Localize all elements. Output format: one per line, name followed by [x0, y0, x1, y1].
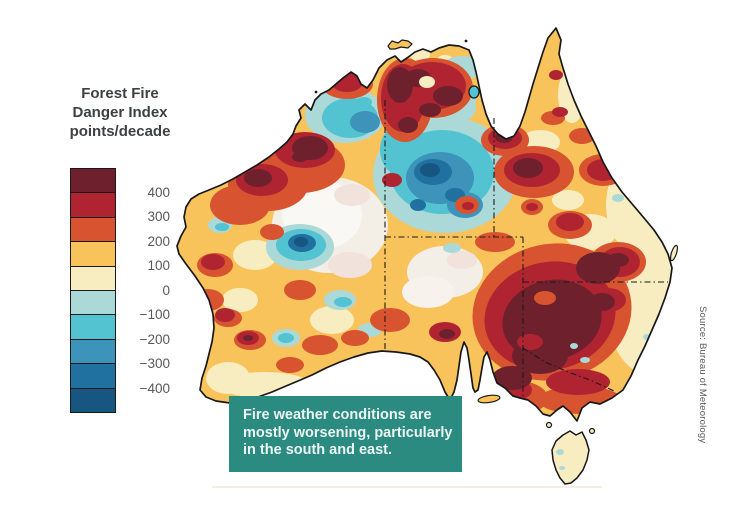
annotation-box: Fire weather conditions are mostly worse…: [229, 396, 462, 472]
legend-color-cell: [71, 290, 115, 315]
legend-color-cell: [71, 338, 115, 364]
legend-title-line-2: Danger Index: [72, 104, 168, 121]
kangaroo-island: [477, 394, 501, 404]
coastal-islet: [464, 39, 468, 43]
legend-colorbar: [70, 168, 116, 413]
coastal-islet: [314, 90, 318, 94]
state-borders: [384, 100, 668, 398]
source-credit: Source: Bureau of Meteorology: [697, 306, 708, 444]
groote-eylandt: [468, 85, 480, 99]
baseline-rule: [212, 486, 602, 488]
tasmania-cyan-patch: [556, 449, 564, 455]
fraser-island: [669, 244, 679, 262]
tasmania: [551, 430, 590, 485]
legend-title-line-1: Forest Fire: [81, 85, 159, 102]
legend-color-cell: [71, 265, 115, 291]
annotation-line-2: mostly worsening, particularly: [243, 424, 453, 441]
legend-color-cell: [71, 216, 115, 242]
legend-color-cell: [71, 314, 115, 339]
legend-color-cell: [71, 387, 115, 413]
islands: [387, 39, 679, 485]
legend-color-cell: [71, 363, 115, 388]
legend-title: Forest Fire Danger Index points/decade: [36, 84, 204, 141]
annotation-line-3: in the south and east.: [243, 442, 393, 458]
flinders-island: [588, 427, 596, 435]
legend-title-line-3: points/decade: [69, 123, 171, 140]
tasmania-cyan-patch: [559, 466, 565, 470]
legend-color-cell: [71, 241, 115, 266]
king-island: [545, 421, 553, 429]
legend-color-cell: [71, 192, 115, 217]
legend-color-cell: [71, 169, 115, 193]
annotation-line-1: Fire weather conditions are: [243, 407, 432, 423]
melville-island: [387, 39, 413, 50]
